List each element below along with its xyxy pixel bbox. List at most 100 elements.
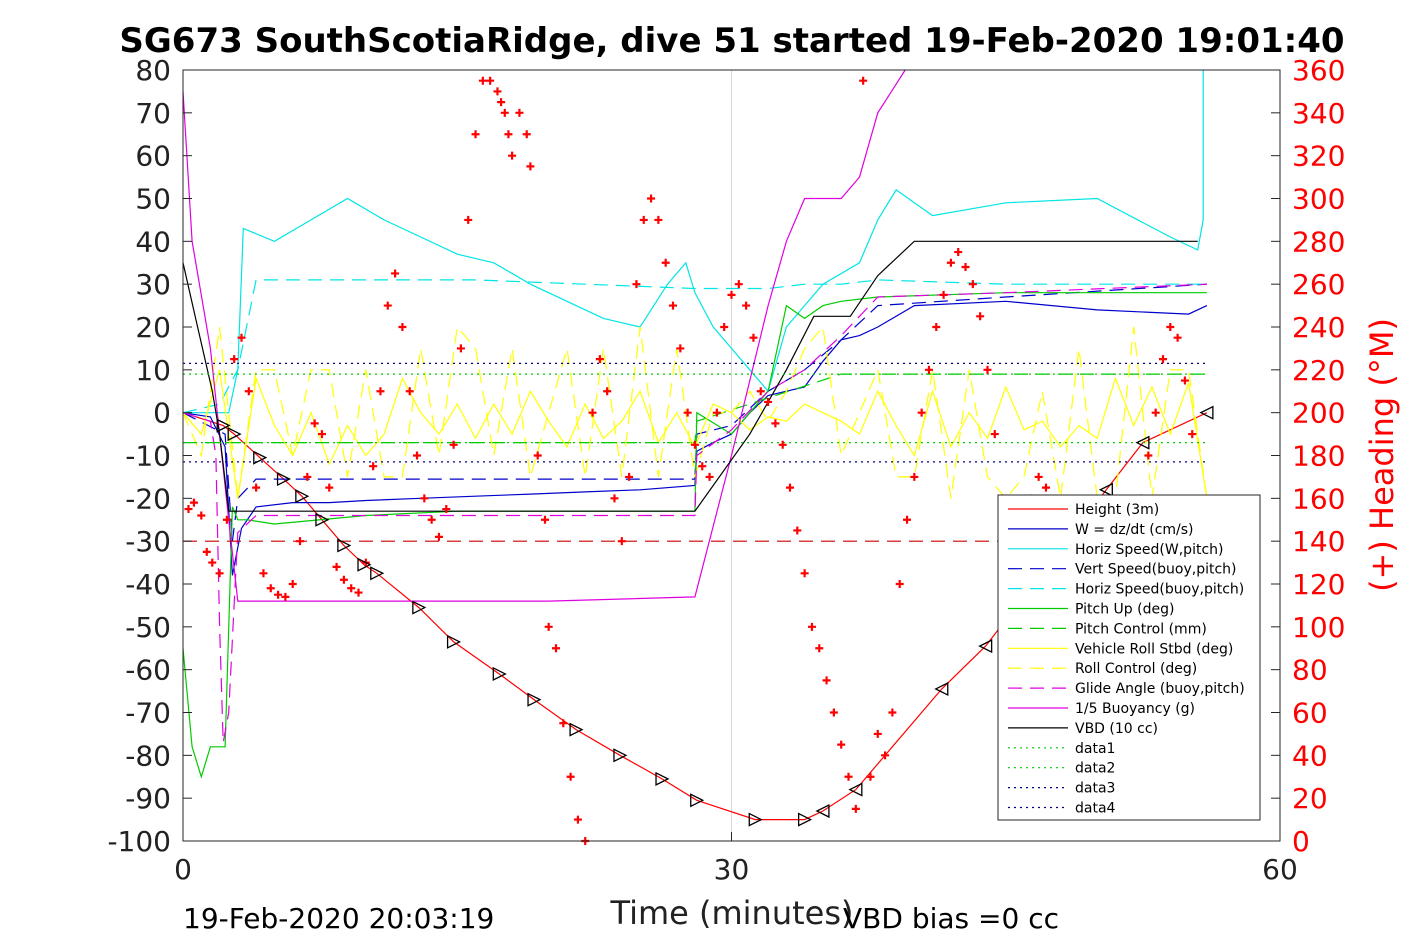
heading-point bbox=[771, 419, 780, 428]
y-tick-label: -90 bbox=[125, 782, 171, 815]
heading-point bbox=[1144, 451, 1153, 460]
heading-point bbox=[497, 98, 506, 107]
heading-point bbox=[647, 194, 656, 203]
heading-point bbox=[968, 280, 977, 289]
y-tick-label: 40 bbox=[135, 225, 171, 258]
heading-point bbox=[639, 215, 648, 224]
heading-point bbox=[303, 472, 312, 481]
heading-point bbox=[376, 387, 385, 396]
heading-point bbox=[310, 419, 319, 428]
heading-point bbox=[464, 215, 473, 224]
y2-tick-label: 80 bbox=[1292, 654, 1328, 687]
y-tick-label: 60 bbox=[135, 140, 171, 173]
dive-marker bbox=[748, 812, 763, 827]
heading-point bbox=[632, 280, 641, 289]
y-tick-label: 70 bbox=[135, 97, 171, 130]
legend-label: data1 bbox=[1075, 741, 1115, 757]
heading-point bbox=[676, 344, 685, 353]
y2-tick-label: 40 bbox=[1292, 739, 1328, 772]
chart-title: SG673 SouthScotiaRidge, dive 51 started … bbox=[119, 21, 1344, 61]
heading-point bbox=[508, 151, 517, 160]
heading-point bbox=[800, 569, 809, 578]
heading-point bbox=[197, 511, 206, 520]
heading-point bbox=[222, 515, 231, 524]
y-tick-label: -50 bbox=[125, 611, 171, 644]
heading-point bbox=[1188, 430, 1197, 439]
heading-point bbox=[698, 462, 707, 471]
y2-tick-label: 200 bbox=[1292, 397, 1345, 430]
heading-point bbox=[230, 355, 239, 364]
heading-point bbox=[208, 558, 217, 567]
legend-label: Horiz Speed(W,pitch) bbox=[1075, 542, 1223, 558]
legend-label: W = dz/dt (cm/s) bbox=[1075, 522, 1194, 538]
heading-point bbox=[756, 387, 765, 396]
dive-marker bbox=[337, 538, 352, 553]
heading-point bbox=[742, 301, 751, 310]
legend: Height (3m) W = dz/dt (cm/s) Horiz Speed(W… bbox=[997, 494, 1261, 821]
heading-point bbox=[734, 280, 743, 289]
heading-point bbox=[668, 301, 677, 310]
series-w-dz-dt-cm-s bbox=[182, 300, 1208, 576]
heading-point bbox=[946, 258, 955, 267]
y-tick-label: -80 bbox=[125, 739, 171, 772]
dive-marker bbox=[295, 489, 310, 504]
y-tick-label: 50 bbox=[135, 183, 171, 216]
dive-marker bbox=[412, 600, 427, 615]
y2-tick-label: 20 bbox=[1292, 782, 1328, 815]
heading-point bbox=[533, 451, 542, 460]
heading-point bbox=[281, 592, 290, 601]
heading-point bbox=[778, 440, 787, 449]
legend-label: Pitch Up (deg) bbox=[1075, 602, 1174, 618]
dive-marker bbox=[797, 812, 813, 827]
legend-label: Horiz Speed(buoy,pitch) bbox=[1075, 582, 1244, 598]
heading-point bbox=[449, 440, 458, 449]
heading-point bbox=[202, 547, 211, 556]
series-roll-control-deg bbox=[182, 325, 1208, 500]
dive-marker bbox=[613, 748, 628, 763]
y2-tick-label: 260 bbox=[1292, 268, 1345, 301]
heading-point bbox=[420, 494, 429, 503]
y-tick-label: 80 bbox=[135, 54, 171, 87]
heading-point bbox=[610, 494, 619, 503]
heading-point bbox=[705, 472, 714, 481]
heading-point bbox=[215, 569, 224, 578]
legend-label: data4 bbox=[1075, 801, 1116, 817]
heading-point bbox=[976, 312, 985, 321]
heading-point bbox=[712, 408, 721, 417]
heading-point bbox=[317, 430, 326, 439]
y2-tick-label: 100 bbox=[1292, 611, 1345, 644]
heading-point bbox=[990, 430, 999, 439]
series-pitch-control-mm bbox=[183, 373, 1207, 444]
y2-tick-label: 240 bbox=[1292, 311, 1345, 344]
dive-marker bbox=[1199, 405, 1214, 420]
dive-marker bbox=[227, 427, 242, 442]
footer-timestamp: 19-Feb-2020 20:03:19 bbox=[183, 902, 494, 935]
heading-point bbox=[383, 301, 392, 310]
legend-label: Vert Speed(buoy,pitch) bbox=[1075, 562, 1237, 578]
heading-point bbox=[822, 676, 831, 685]
heading-point bbox=[1180, 376, 1189, 385]
heading-point bbox=[259, 569, 268, 578]
y2-tick-label: 360 bbox=[1292, 54, 1345, 87]
heading-point bbox=[391, 269, 400, 278]
heading-point bbox=[434, 532, 443, 541]
heading-point bbox=[541, 515, 550, 524]
legend-label: VBD (10 cc) bbox=[1075, 721, 1158, 737]
dive-marker bbox=[216, 418, 231, 433]
heading-point bbox=[405, 387, 414, 396]
heading-point bbox=[573, 815, 582, 824]
heading-point bbox=[398, 323, 407, 331]
heading-point bbox=[851, 804, 860, 813]
heading-point bbox=[1166, 323, 1175, 331]
heading-point bbox=[369, 462, 378, 471]
heading-point bbox=[551, 644, 560, 653]
y2-tick-label: 180 bbox=[1292, 440, 1345, 473]
heading-point bbox=[500, 108, 509, 117]
heading-point bbox=[661, 258, 670, 267]
heading-point bbox=[522, 130, 531, 139]
heading-point bbox=[807, 622, 816, 631]
heading-point bbox=[683, 408, 692, 417]
left-axis: 80 70 60 50 40 30 20 10 0 -10 -20 -30 -40 -50 -60 -70 -8… bbox=[107, 54, 1280, 858]
legend-label: 1/5 Buoyancy (g) bbox=[1075, 701, 1195, 717]
